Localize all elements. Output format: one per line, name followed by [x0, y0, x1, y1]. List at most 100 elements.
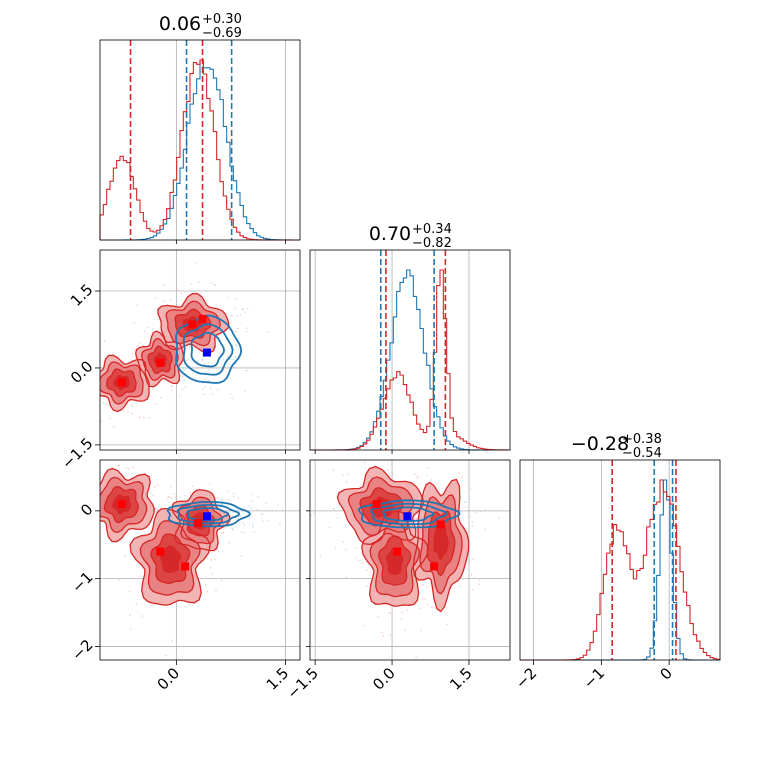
sample-point-blue [183, 379, 185, 382]
sample-point-red [129, 614, 131, 617]
contour-red [347, 476, 415, 537]
sample-point-blue [184, 494, 186, 497]
sample-point-blue [281, 509, 284, 512]
sample-point-red [85, 471, 87, 473]
sample-point-blue [225, 312, 228, 315]
sample-point-red [355, 557, 358, 559]
sample-point-blue [207, 361, 209, 364]
panel-title-minus: −0.69 [202, 26, 242, 41]
sample-point-blue [468, 499, 470, 501]
sample-point-red [133, 348, 136, 351]
sample-point-red [366, 569, 368, 571]
sample-point-red [152, 328, 155, 331]
sample-point-red [91, 549, 93, 551]
sample-point-red [377, 615, 379, 618]
sample-point-red [245, 330, 248, 333]
sample-point-red [125, 466, 127, 469]
sample-point-red [89, 392, 91, 394]
sample-point-red [138, 342, 141, 344]
sample-point-blue [250, 506, 252, 509]
sample-point-blue [184, 386, 187, 389]
contour-red [150, 533, 191, 585]
sample-point-blue [465, 501, 467, 504]
sample-point-red [234, 308, 236, 310]
sample-point-red [170, 389, 173, 392]
sample-point-blue [214, 283, 216, 286]
sample-point-blue [180, 496, 182, 499]
sample-point-red [319, 555, 322, 558]
sample-point-blue [230, 315, 233, 317]
sample-point-blue [413, 517, 416, 520]
y-tick-label: −2 [68, 636, 96, 664]
sample-point-blue [498, 517, 500, 519]
sample-point-red [470, 573, 473, 576]
x-tick-label: 0.0 [154, 664, 184, 694]
sample-point-red [131, 353, 134, 355]
y-tick-label: −1 [68, 568, 96, 596]
sample-point-red [169, 485, 172, 488]
sample-point-blue [219, 498, 222, 501]
contour-blue [182, 323, 234, 376]
sample-point-red [363, 624, 365, 627]
sample-point-blue [229, 527, 232, 530]
sample-point-red [460, 476, 463, 478]
sample-point-red [171, 385, 173, 388]
sample-point-blue [133, 322, 135, 324]
sample-point-blue [236, 517, 238, 520]
contour-red [157, 292, 230, 354]
contour-blue [357, 499, 461, 529]
sample-point-red [347, 473, 350, 476]
sample-point-blue [267, 519, 270, 522]
diag-panel-0: 0.06 +0.30−0.69 [99, 12, 301, 241]
sample-point-red [128, 590, 131, 593]
sample-point-blue [512, 521, 514, 523]
sample-point-blue [222, 358, 225, 361]
sample-point-blue [235, 356, 237, 359]
sample-point-blue [181, 376, 184, 378]
sample-point-blue [210, 388, 212, 391]
sample-point-red [169, 496, 171, 498]
contour-blue [176, 504, 241, 525]
marker-red [436, 520, 445, 529]
contour-red [100, 476, 148, 533]
diag-panel-1: 0.70 +0.34−0.82 [309, 222, 511, 451]
sample-point-red [96, 499, 98, 501]
sample-point-blue [253, 531, 256, 534]
panel-title-value: −0.28 [571, 433, 629, 455]
sample-point-blue [201, 358, 204, 360]
sample-point-red [127, 410, 129, 413]
sample-point-red [154, 485, 156, 488]
sample-point-blue [243, 524, 245, 526]
sample-point-red [416, 476, 419, 479]
sample-point-blue [248, 517, 251, 520]
sample-point-blue [232, 528, 234, 531]
sample-point-blue [178, 394, 181, 397]
sample-point-red [336, 453, 338, 455]
sample-point-blue [252, 526, 254, 528]
sample-point-red [478, 583, 481, 585]
sample-point-red [176, 288, 178, 291]
sample-point-blue [471, 521, 474, 523]
sample-point-red [426, 475, 428, 477]
panel-title-value: 0.06 [159, 13, 201, 35]
sample-point-blue [207, 369, 210, 372]
panel-title-plus: +0.30 [202, 12, 242, 27]
contour-red [336, 465, 425, 546]
sample-point-blue [226, 490, 229, 493]
sample-point-red [173, 493, 176, 495]
contour-red [378, 535, 412, 586]
marker-red [430, 562, 439, 571]
sample-point-red [154, 297, 157, 299]
sample-point-red [459, 585, 461, 588]
sample-point-red [157, 508, 159, 511]
sample-point-red [117, 579, 120, 581]
sample-point-blue [229, 377, 232, 380]
sample-point-blue [246, 327, 248, 329]
sample-point-red [209, 566, 212, 569]
sample-point-red [234, 330, 237, 333]
sample-point-blue [166, 498, 168, 501]
sample-point-red [404, 629, 406, 631]
sample-point-blue [152, 494, 155, 497]
